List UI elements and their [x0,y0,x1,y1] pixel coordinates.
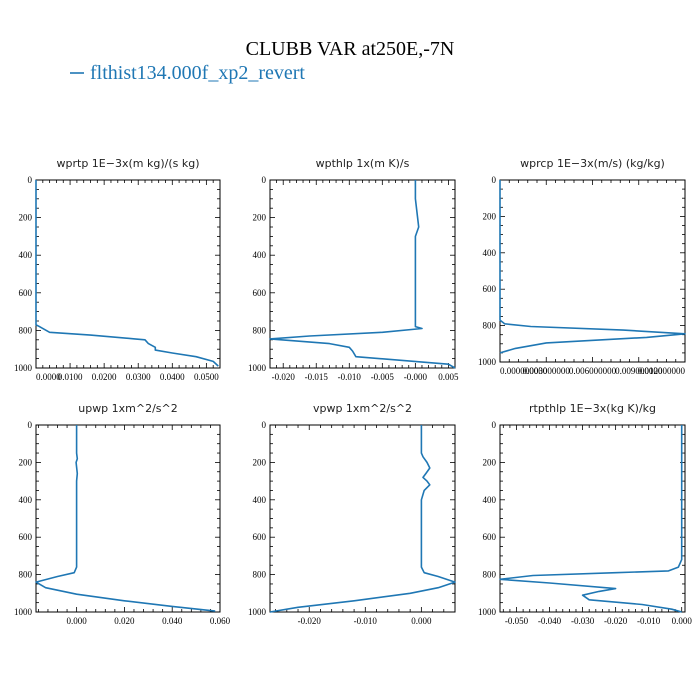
x-tick-label: 0.0500 [194,372,219,382]
subplot-1: wprtp 1E−3x(m kg)/(s kg) 0 200 400 600 800 100… [14,157,221,382]
x-tick-label: 0.0200 [92,372,117,382]
series-line-1 [35,425,216,612]
x-tick-label: 0.060 [210,616,231,626]
y-tick-label: 1000 [248,363,267,373]
legend: flthist134.000f_xp2_revert [70,62,305,84]
x-tick-label: 0.0400 [160,372,185,382]
series-line-1 [269,180,456,369]
y-tick-label: 400 [483,495,497,505]
subplot-6: rtpthlp 1E−3x(kg K)/kg02004006008001000-… [478,402,692,626]
subplot-3: wprcp 1E−3x(m/s) (kg/kg) 0 200 400 600 800 100… [478,157,686,376]
subplot-title: wprtp 1E−3x(m kg)/(s kg) [57,157,200,170]
y-tick-label: 200 [483,211,497,221]
figure-title: CLUBB VAR at250E,-7N [246,38,455,60]
y-tick-label: 600 [19,288,33,298]
x-tick-label: -0.005 [371,372,395,382]
y-tick-label: 600 [253,532,267,542]
x-tick-label: 0.020 [114,616,135,626]
subplot-5: vpwp 1xm^2/s^2 0 200 400 600 800 1000 -0.020 -0.… [248,402,456,626]
y-tick-label: 400 [19,250,33,260]
legend-label: flthist134.000f_xp2_revert [90,62,305,84]
y-tick-label: 800 [483,321,497,331]
x-tick-label: 0.0100 [58,372,83,382]
x-tick-label: 0.003000000 [523,366,571,376]
series-line-1 [35,180,219,367]
subplot-2: wpthlp 1x(m K)/s02004006008001000-0.020-… [248,157,459,382]
y-tick-label: 0 [28,175,33,185]
series-line-1 [269,425,456,613]
y-tick-label: 600 [483,284,497,294]
x-tick-label: 0.000000000 [500,366,548,376]
subplot-title: rtpthlp 1E−3x(kg K)/kg [529,402,656,415]
x-tick-label: -0.020 [604,616,628,626]
x-tick-label: -0.030 [571,616,595,626]
subplot-title: wprcp 1E−3x(m/s) (kg/kg) [520,157,665,170]
y-tick-label: 0 [492,175,497,185]
y-tick-label: 200 [19,213,33,223]
x-tick-label: 0.012000000 [638,366,686,376]
subplot-title: wpthlp 1x(m K)/s [316,157,410,170]
subplot-4: upwp 1xm^2/s^2 0 200 400 600 800 1000 0.000 0.02… [14,402,231,626]
x-tick-label: -0.040 [538,616,562,626]
y-tick-label: 800 [253,570,267,580]
y-tick-label: 1000 [478,357,497,367]
y-tick-label: 0 [262,420,267,430]
x-tick-label: -0.010 [354,616,378,626]
y-tick-label: 200 [483,457,497,467]
x-tick-label: -0.050 [505,616,529,626]
y-tick-label: 400 [483,248,497,258]
y-tick-label: 200 [253,213,267,223]
y-tick-label: 400 [253,495,267,505]
x-tick-label: 0.0300 [126,372,151,382]
series-line-1 [499,425,683,613]
plot-frame [35,424,221,613]
y-tick-label: 0 [28,420,33,430]
plot-frame [499,424,686,613]
y-tick-label: 400 [19,495,33,505]
x-tick-label: 0.006000000 [569,366,617,376]
subplot-title: vpwp 1xm^2/s^2 [313,402,412,415]
y-tick-label: 600 [483,532,497,542]
plot-frame [499,179,686,363]
x-tick-label: -0.020 [272,372,296,382]
x-tick-label: -0.020 [298,616,322,626]
x-tick-label: -0.015 [305,372,329,382]
y-tick-label: 1000 [478,607,497,617]
x-tick-label: 0.000 [411,616,432,626]
x-tick-label: -0.000 [404,372,428,382]
y-tick-label: 800 [483,570,497,580]
x-tick-label: 0.0000 [36,372,61,382]
y-tick-label: 600 [253,288,267,298]
y-tick-label: 400 [253,250,267,260]
y-tick-label: 200 [19,457,33,467]
y-tick-label: 1000 [248,607,267,617]
x-tick-label: -0.010 [637,616,661,626]
y-tick-label: 600 [19,532,33,542]
x-tick-label: 0.000 [66,616,87,626]
plot-frame [269,179,456,369]
subplot-title: upwp 1xm^2/s^2 [78,402,178,415]
y-tick-label: 800 [19,325,33,335]
plot-frame [269,424,456,613]
y-tick-label: 1000 [14,363,33,373]
y-tick-label: 0 [262,175,267,185]
x-tick-label: 0.005 [438,372,459,382]
series-line-1 [499,180,686,354]
y-tick-label: 0 [492,420,497,430]
x-tick-label: 0.000 [672,616,693,626]
subplot-grid: wprtp 1E−3x(m kg)/(s kg) 0 200 400 600 800 100… [14,157,692,626]
plot-frame [35,179,221,369]
y-tick-label: 1000 [14,607,33,617]
y-tick-label: 800 [253,325,267,335]
x-tick-label: 0.009000000 [615,366,663,376]
x-tick-label: 0.040 [162,616,183,626]
y-tick-label: 200 [253,457,267,467]
x-tick-label: -0.010 [338,372,362,382]
y-tick-label: 800 [19,570,33,580]
